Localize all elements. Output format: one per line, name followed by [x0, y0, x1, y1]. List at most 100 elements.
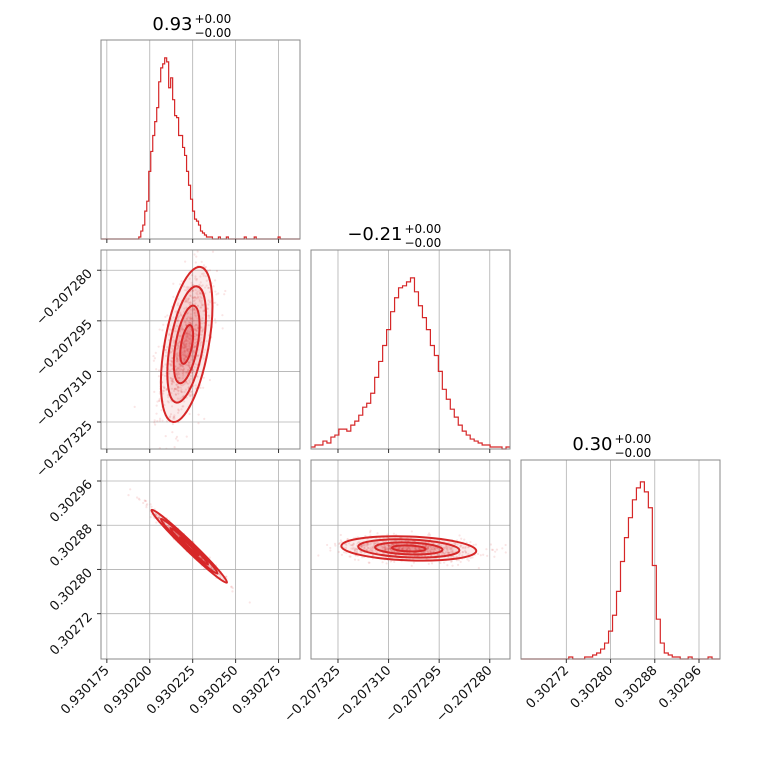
sample-point: [387, 548, 390, 551]
sample-point: [184, 355, 187, 359]
sample-point: [180, 368, 184, 372]
sample-point: [175, 347, 178, 351]
sample-point: [173, 387, 176, 391]
sample-point: [178, 283, 182, 286]
sample-point: [155, 513, 158, 516]
sample-point: [177, 389, 180, 392]
sample-point: [183, 300, 187, 303]
sample-point: [207, 286, 211, 289]
panel-background: [311, 250, 510, 449]
sample-point: [467, 559, 470, 562]
sample-point: [194, 275, 197, 278]
scatter-panel-0-2: [100, 459, 301, 660]
sample-point: [180, 390, 184, 394]
sample-point: [190, 336, 193, 339]
sample-point: [189, 318, 192, 321]
sample-point: [214, 290, 217, 293]
sample-point: [202, 327, 205, 331]
sample-point: [175, 359, 179, 363]
sample-point: [446, 551, 449, 554]
sample-point: [406, 546, 410, 550]
sample-point: [185, 380, 188, 384]
sample-point: [187, 332, 190, 335]
sample-point: [494, 550, 497, 553]
sample-point: [201, 330, 204, 333]
sample-point: [189, 395, 192, 398]
sample-point: [178, 376, 181, 380]
sample-point: [450, 555, 453, 558]
sample-point: [153, 390, 156, 394]
sample-point: [190, 317, 194, 320]
sample-point: [189, 340, 192, 343]
sample-point: [184, 371, 188, 374]
sample-point: [482, 553, 485, 556]
sample-point: [158, 399, 161, 403]
sample-point: [177, 345, 180, 348]
sample-point: [392, 543, 396, 546]
sample-point: [178, 363, 181, 366]
sample-point: [183, 357, 186, 361]
sample-point: [204, 265, 208, 269]
sample-point: [181, 395, 184, 398]
sample-point: [202, 386, 205, 389]
sample-point: [367, 546, 370, 550]
sample-point: [451, 555, 454, 558]
y-tick-label: 0.30296: [47, 477, 96, 526]
sample-point: [176, 325, 179, 328]
sample-point: [181, 371, 184, 374]
sample-point: [207, 303, 210, 306]
sample-point: [193, 311, 196, 314]
sample-point: [201, 284, 204, 287]
sample-point: [486, 554, 489, 557]
sample-point: [187, 364, 190, 367]
sample-point: [340, 553, 344, 556]
sample-point: [173, 327, 177, 330]
sample-point: [180, 313, 183, 316]
sample-point: [389, 544, 392, 547]
sample-point: [194, 338, 197, 341]
sample-point: [176, 386, 180, 389]
sample-point: [176, 302, 180, 305]
scatter-panel-1-2: [310, 459, 511, 660]
sample-point: [171, 348, 174, 351]
sample-point: [329, 546, 332, 550]
sample-point: [485, 548, 488, 551]
sample-point: [389, 560, 392, 563]
sample-point: [189, 361, 192, 364]
sample-point: [176, 342, 179, 345]
sample-point: [175, 319, 179, 322]
sample-point: [204, 242, 206, 244]
sample-point: [345, 544, 348, 547]
sample-point: [174, 393, 178, 396]
sample-point: [175, 383, 178, 386]
sample-point: [188, 364, 191, 368]
sample-point: [202, 376, 205, 379]
sample-point: [383, 548, 386, 552]
sample-point: [165, 452, 167, 454]
sample-point: [386, 548, 389, 551]
sample-point: [347, 542, 351, 545]
sample-point: [426, 547, 429, 550]
sample-point: [199, 344, 202, 347]
sample-point: [158, 515, 161, 518]
sample-point: [163, 387, 166, 390]
sample-point: [436, 553, 439, 556]
sample-point: [198, 292, 202, 295]
sample-point: [443, 546, 446, 549]
sample-point: [353, 548, 356, 551]
sample-point: [188, 364, 191, 367]
sample-point: [176, 319, 180, 322]
sample-point: [202, 357, 206, 360]
scatter-panel-0-1: [100, 242, 301, 454]
sample-point: [169, 364, 172, 367]
sample-point: [197, 422, 200, 425]
sample-point: [344, 546, 348, 550]
sample-point: [221, 327, 224, 330]
sample-point: [153, 419, 156, 422]
sample-point: [201, 329, 204, 332]
sample-point: [200, 301, 203, 304]
sample-point: [181, 377, 184, 380]
sample-point: [178, 334, 181, 338]
sample-point: [177, 297, 180, 301]
sample-point: [326, 543, 329, 547]
